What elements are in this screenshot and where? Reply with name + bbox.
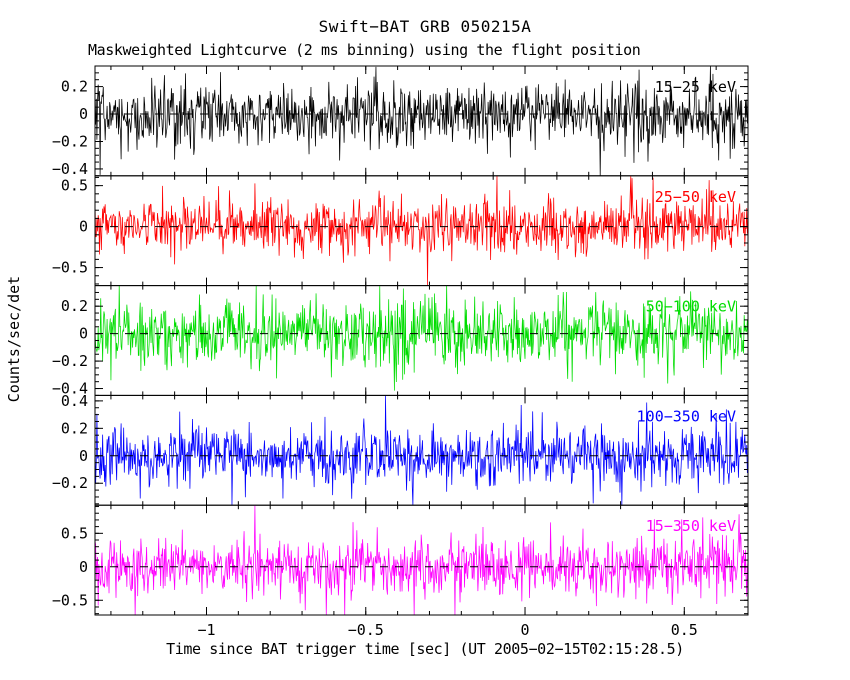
lightcurve-trace-4 xyxy=(94,395,749,506)
chart-subtitle: Maskweighted Lightcurve (2 ms binning) u… xyxy=(88,41,641,59)
y-tick-label: −0.4 xyxy=(52,160,88,178)
x-tick-label: −0.5 xyxy=(348,621,384,639)
y-tick-label: −0.2 xyxy=(52,474,88,492)
band-label-5: 15−350 keV xyxy=(646,517,736,535)
y-tick-label: −0.2 xyxy=(52,132,88,150)
y-tick-label: −0.5 xyxy=(52,591,88,609)
y-tick-label: 0 xyxy=(79,218,88,236)
band-label-2: 25−50 keV xyxy=(655,188,736,206)
y-tick-label: 0 xyxy=(79,447,88,465)
y-tick-label: 0 xyxy=(79,558,88,576)
band-label-4: 100−350 keV xyxy=(637,407,736,425)
band-label-1: 15−25 keV xyxy=(655,78,736,96)
y-tick-label: −0.5 xyxy=(52,259,88,277)
lightcurve-trace-1 xyxy=(94,65,749,176)
x-tick-label: 0 xyxy=(521,621,530,639)
y-tick-label: 0 xyxy=(79,325,88,343)
lightcurve-trace-5 xyxy=(94,505,749,616)
y-tick-label: 0.5 xyxy=(61,177,88,195)
x-axis-label: Time since BAT trigger time [sec] (UT 20… xyxy=(166,640,684,658)
y-tick-label: 0.2 xyxy=(61,419,88,437)
x-tick-label: −1 xyxy=(197,621,215,639)
y-tick-label: 0 xyxy=(79,105,88,123)
chart-title: Swift−BAT GRB 050215A xyxy=(318,17,532,36)
x-tick-label: 0.5 xyxy=(671,621,698,639)
y-tick-label: −0.4 xyxy=(52,380,88,398)
y-tick-label: 0.5 xyxy=(61,524,88,542)
y-tick-label: −0.2 xyxy=(52,352,88,370)
y-tick-label: 0.2 xyxy=(61,297,88,315)
y-tick-label: 0.4 xyxy=(61,392,88,410)
y-tick-label: 0.2 xyxy=(61,78,88,96)
lightcurve-trace-2 xyxy=(94,175,749,286)
